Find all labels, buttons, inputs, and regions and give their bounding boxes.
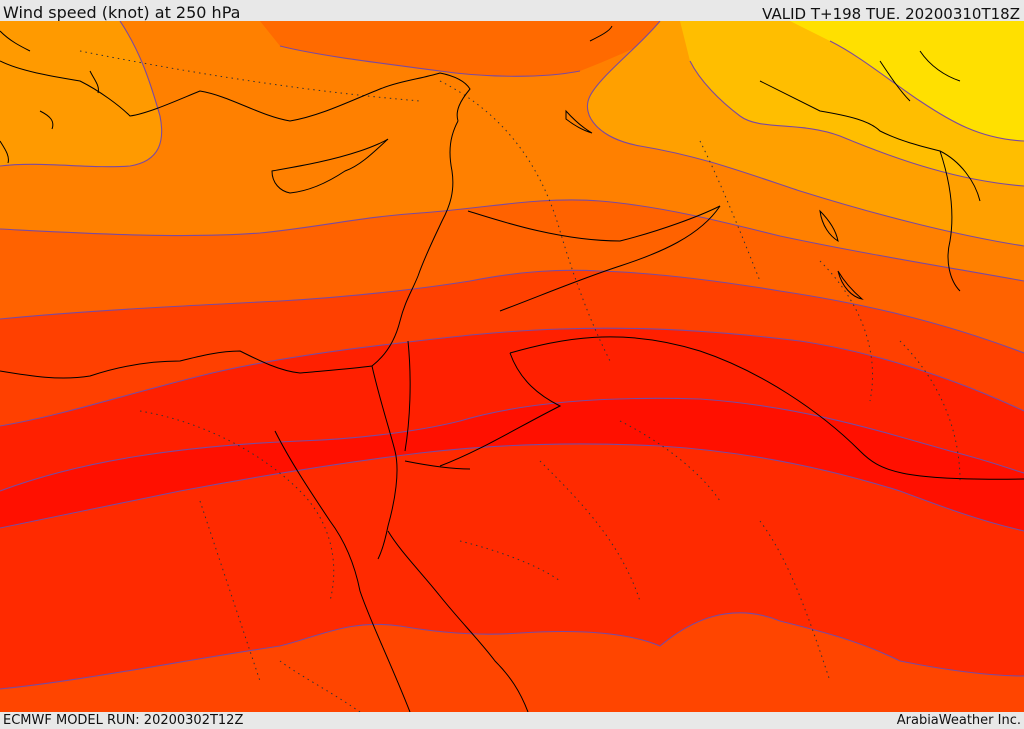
band-south [0,612,1024,712]
model-run-label: ECMWF MODEL RUN: 20200302T12Z [3,713,244,728]
band-red-core [0,398,1024,531]
band-3 [0,328,1024,491]
isotach-contours [0,21,1024,690]
provider-credit: ArabiaWeather Inc. [896,713,1021,728]
valid-time: VALID T+198 TUE. 20200310T18Z [762,5,1020,23]
band-west-light [0,21,162,167]
band-top-dark [260,21,690,77]
footer-bar: ECMWF MODEL RUN: 20200302T12Z ArabiaWeat… [0,712,1024,729]
dotted-contours [79,50,961,712]
band-4 [0,270,1024,426]
map-title: Wind speed (knot) at 250 hPa [3,3,241,22]
coastlines-borders [0,25,1024,712]
map-canvas [0,21,1024,712]
band-5 [0,199,1024,353]
header-bar: Wind speed (knot) at 250 hPa VALID T+198… [0,0,1024,23]
wind-speed-map [0,21,1024,712]
